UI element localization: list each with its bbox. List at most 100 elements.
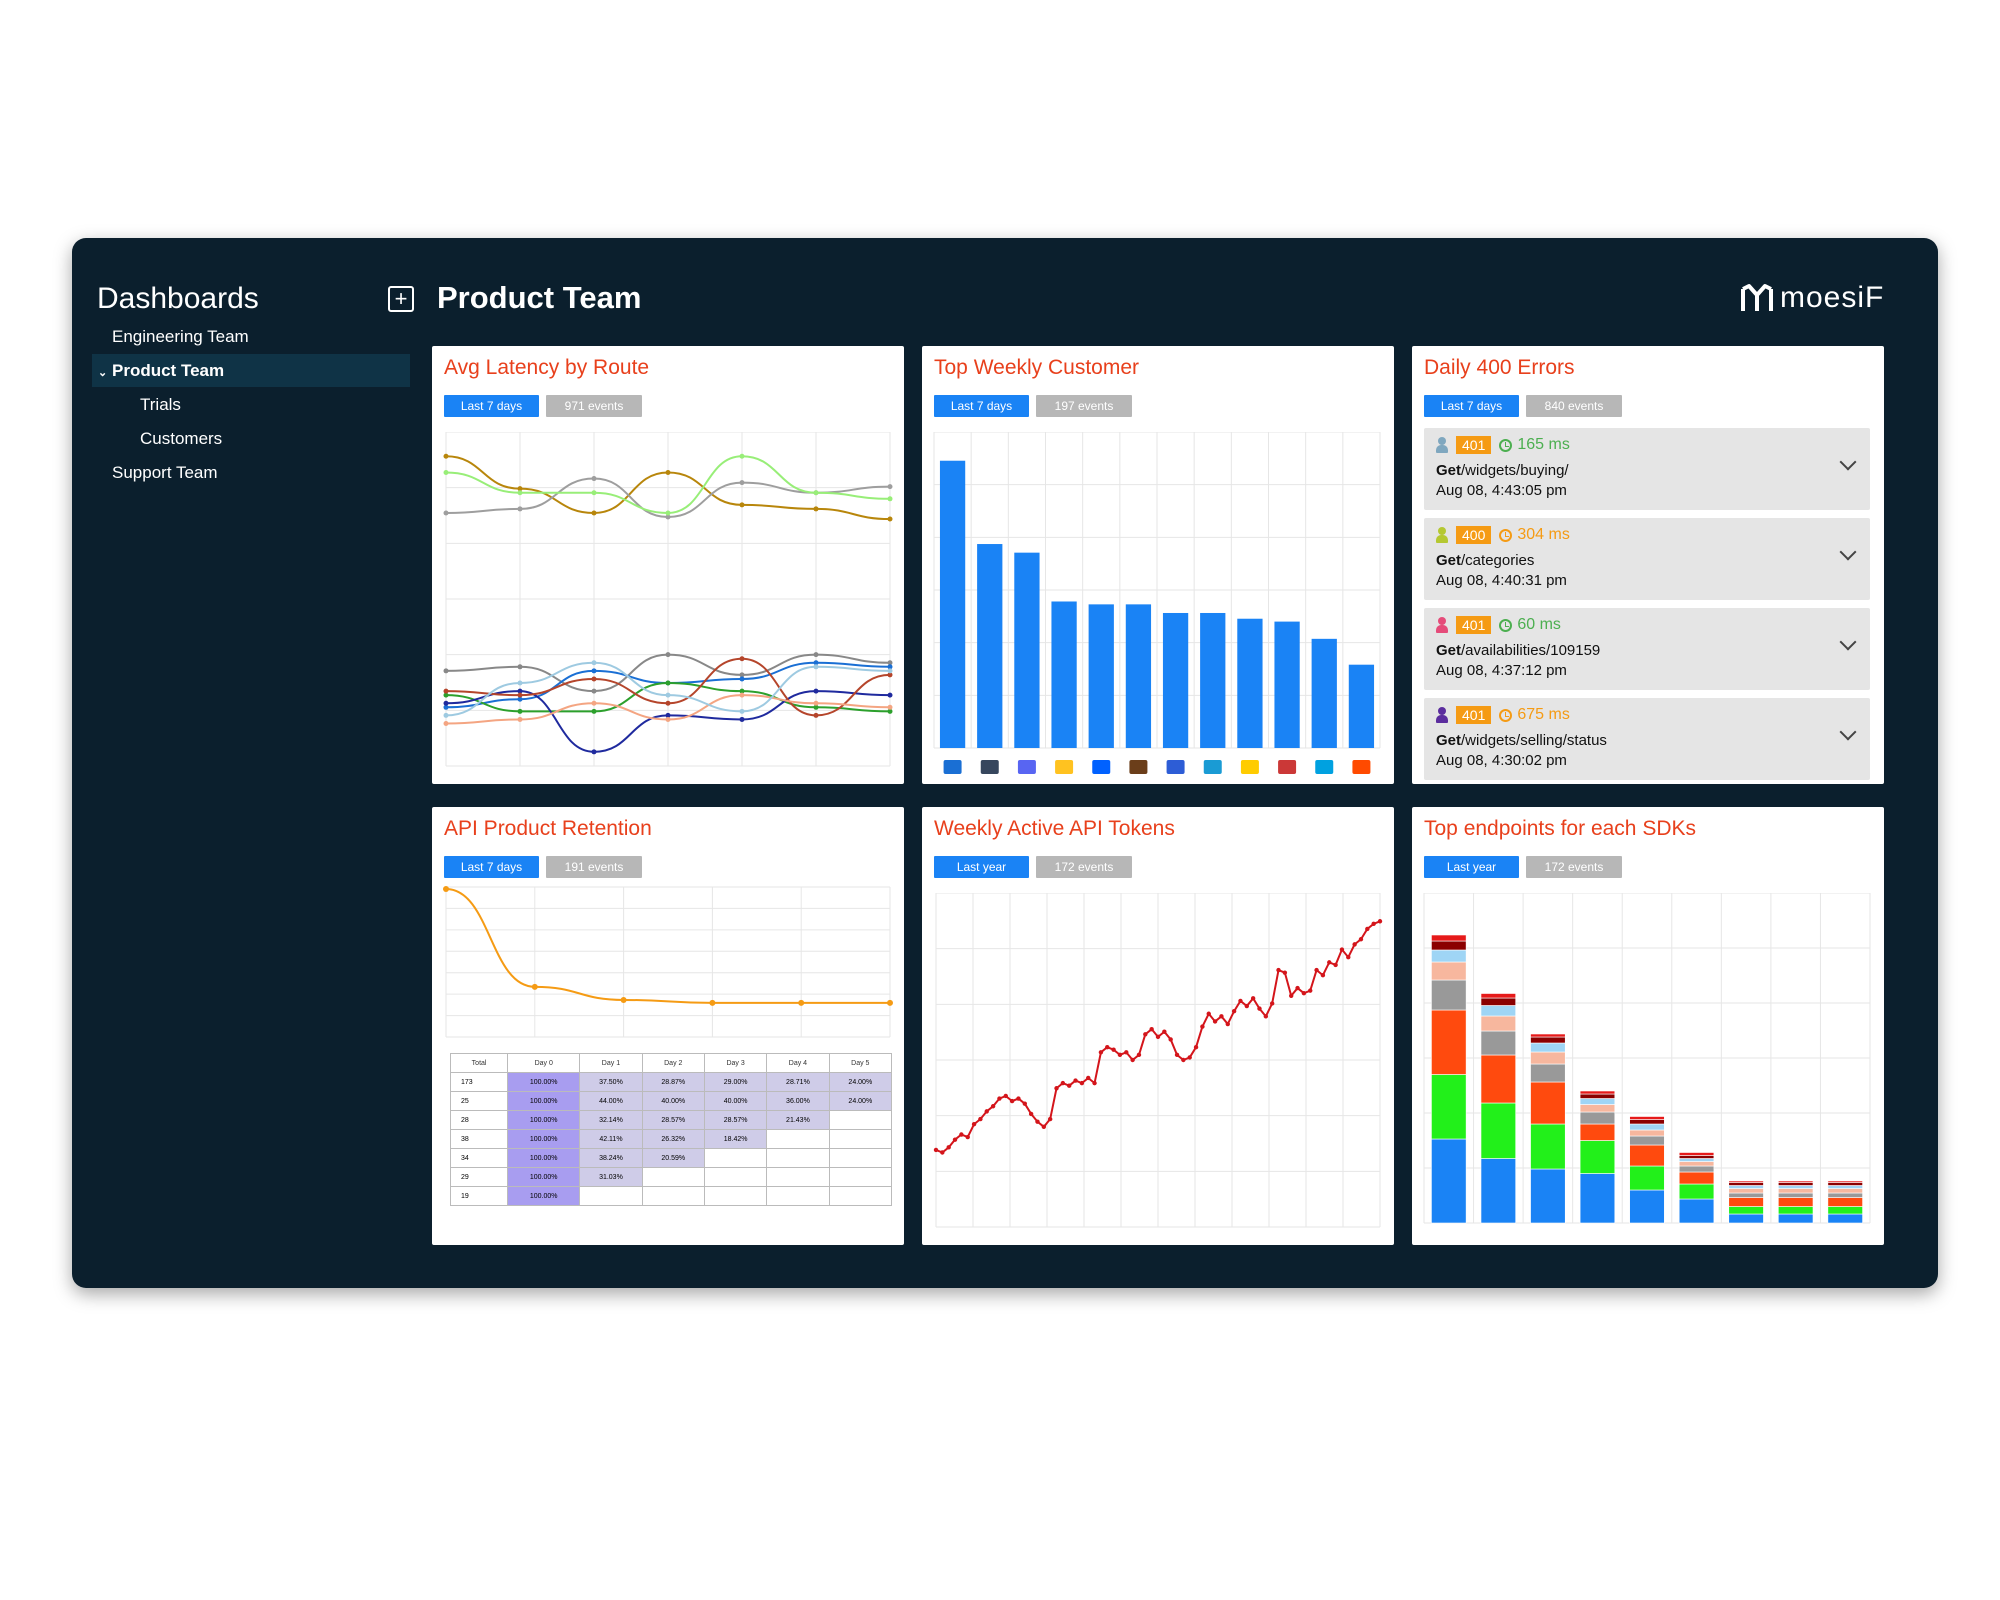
data-point [1320,973,1326,978]
sidebar-item-trials[interactable]: Trials [92,388,410,421]
data-point [665,716,671,722]
bar-segment [1579,1140,1616,1174]
data-point [813,490,819,496]
bar-segment [1778,1180,1814,1183]
sidebar-item-customers[interactable]: Customers [92,422,410,455]
data-point [517,486,523,492]
date-range-badge[interactable]: Last 7 days [1424,395,1519,417]
data-point [1193,1044,1199,1050]
card-title: Top endpoints for each SDKs [1424,817,1696,840]
card-title: Top Weekly Customer [934,356,1140,379]
date-range-badge[interactable]: Last year [934,856,1029,878]
request-route: /widgets/selling/status [1461,732,1607,749]
table-cell [766,1129,830,1149]
table-cell: 24.00% [828,1091,893,1111]
table-cell: 18.42% [703,1129,768,1149]
sidebar-title: Dashboards [97,282,259,315]
data-point [1168,1037,1173,1042]
sdks-stacked-bar-chart [1423,893,1871,1224]
bar [1014,552,1040,748]
request-timestamp: Aug 08, 4:40:31 pm [1436,572,1567,589]
request-timestamp: Aug 08, 4:37:12 pm [1436,662,1567,679]
data-point [1067,1083,1072,1088]
error-list-item[interactable]: 400 304 ms Get/categories Aug 08, 4:40:31 p… [1424,518,1870,600]
chevron-down-icon[interactable] [1839,543,1857,561]
sidebar-item-label: Product Team [112,361,225,380]
error-summary: 401 165 ms [1436,436,1570,454]
dropbox-logo-icon [1092,760,1111,774]
chevron-down-icon[interactable] [1839,453,1857,471]
data-point [443,720,449,726]
data-point [798,999,805,1006]
data-point [591,749,597,755]
data-point [591,490,597,496]
bar-segment [1678,1183,1715,1200]
bar-segment [1728,1180,1764,1183]
bar-segment [1530,1036,1566,1044]
data-point [665,469,671,475]
sidebar-item-support-team[interactable]: Support Team [92,456,410,489]
date-range-badge[interactable]: Last 7 days [444,856,539,878]
data-point [1028,1111,1034,1117]
data-point [1016,1096,1021,1101]
bar-segment [1431,1009,1467,1075]
request-path: Get/widgets/selling/status [1436,732,1607,749]
data-point [443,469,449,475]
data-point [887,692,893,698]
table-cell: 100.00% [507,1148,581,1168]
table-cell [579,1186,643,1206]
data-point [739,676,745,682]
bar-segment [1431,1074,1467,1140]
error-list-item[interactable]: 401 675 ms Get/widgets/selling/status Aug 0… [1424,698,1870,780]
date-range-badge[interactable]: Last 7 days [934,395,1029,417]
table-row: 38 100.00% 42.11% 26.32% 18.42% [449,1129,893,1149]
ups-logo-icon [1129,760,1148,774]
error-list-item[interactable]: 401 165 ms Get/widgets/buying/Aug 08, 4:43… [1424,428,1870,510]
data-point [984,1109,989,1114]
status-code-badge: 401 [1456,616,1492,634]
data-point [1200,1024,1205,1029]
bar-segment [1728,1197,1764,1207]
data-point [1022,1101,1027,1106]
table-row: 29 100.00% 31.03% [449,1167,893,1187]
table-cell [828,1148,893,1168]
data-point [1143,1032,1148,1037]
date-range-badge[interactable]: Last year [1424,856,1519,878]
event-count-badge: 197 events [1036,395,1132,417]
data-point [739,716,745,722]
data-point [1073,1078,1078,1083]
date-range-badge[interactable]: Last 7 days [444,395,539,417]
sidebar-item-engineering-team[interactable]: Engineering Team [92,320,410,353]
data-point [1225,1021,1230,1027]
bar-segment [1431,1138,1467,1224]
bar-segment [1629,1119,1665,1125]
table-cell [703,1186,768,1206]
data-point [1269,1001,1275,1006]
latency-line-chart [443,432,893,767]
data-point [1162,1029,1167,1034]
data-point [1035,1119,1040,1124]
moesif-logo: moesiF [1740,278,1884,318]
bar-segment [1778,1213,1814,1224]
chevron-down-icon[interactable] [1839,723,1857,741]
bar-segment [1530,1051,1566,1065]
data-point [940,1150,945,1155]
data-point [443,688,449,694]
table-cell: 26.32% [641,1129,705,1149]
app-window: Dashboards Engineering Team ⌄ Product Tea… [72,238,1938,1288]
sidebar-item-product-team[interactable]: ⌄ Product Team [92,354,410,387]
bar-segment [1530,1081,1566,1125]
error-list-item[interactable]: 401 60 ms Get/availabilities/109159 Aug 08,… [1424,608,1870,690]
data-point [591,510,597,516]
add-dashboard-button[interactable]: + [388,286,414,312]
status-code-badge: 400 [1456,526,1492,544]
chevron-down-icon[interactable] [1839,633,1857,651]
data-point [887,516,893,522]
series-line [445,888,890,1004]
column-header: Day 3 [703,1053,768,1073]
bar [939,460,966,748]
data-point [887,668,893,674]
data-point [591,708,597,714]
bar-segment [1431,940,1467,951]
data-point [591,668,597,674]
